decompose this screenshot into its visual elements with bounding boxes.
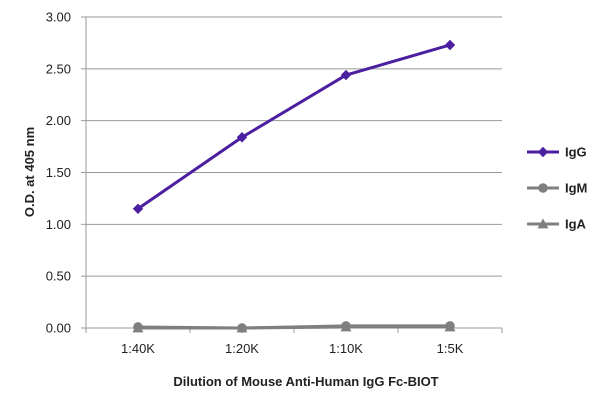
data-point-igm bbox=[237, 323, 247, 333]
gridlines bbox=[86, 16, 502, 277]
y-tick-label: 0.00 bbox=[46, 321, 71, 336]
series-line-igm bbox=[137, 324, 450, 330]
x-tick-label: 1:10K bbox=[329, 341, 363, 356]
x-tick-label: 1:40K bbox=[121, 341, 155, 356]
data-point-igm bbox=[341, 321, 351, 331]
x-axis-title: Dilution of Mouse Anti-Human IgG Fc-BIOT bbox=[173, 374, 438, 389]
series-layer bbox=[132, 39, 456, 333]
series-igm bbox=[133, 321, 455, 333]
x-tick-label: 1:5K bbox=[437, 341, 464, 356]
legend-marker bbox=[538, 183, 548, 193]
x-tick-label: 1:20K bbox=[225, 341, 259, 356]
legend-item-iga: IgA bbox=[527, 217, 587, 232]
y-tick-label: 1.50 bbox=[46, 165, 71, 180]
legend-item-igm: IgM bbox=[527, 181, 587, 196]
legend-label: IgA bbox=[565, 217, 587, 232]
legend-item-igg: IgG bbox=[527, 145, 587, 160]
axes bbox=[81, 16, 503, 333]
tick-labels: 0.00 0.50 1.00 1.50 2.00 2.50 3.00 1:40K 1:20K 1:… bbox=[46, 10, 464, 357]
series-line-igg bbox=[137, 43, 451, 211]
series-igg bbox=[132, 39, 456, 214]
legend: IgG IgM IgA bbox=[527, 145, 587, 232]
y-tick-label: 3.00 bbox=[46, 10, 71, 25]
legend-marker bbox=[537, 218, 549, 229]
data-point-igg bbox=[444, 39, 456, 51]
data-point-igm bbox=[445, 321, 455, 331]
legend-label: IgG bbox=[565, 145, 587, 160]
data-point-igm bbox=[133, 322, 143, 332]
legend-label: IgM bbox=[565, 181, 587, 196]
y-tick-label: 1.00 bbox=[46, 217, 71, 232]
y-tick-label: 2.50 bbox=[46, 61, 71, 76]
data-point-igg bbox=[340, 69, 352, 81]
y-tick-label: 0.50 bbox=[46, 269, 71, 284]
data-point-igg bbox=[132, 203, 144, 214]
y-tick-label: 2.00 bbox=[46, 113, 71, 128]
legend-marker bbox=[537, 146, 549, 158]
y-axis-title: O.D. at 405 nm bbox=[22, 127, 37, 217]
data-point-igg bbox=[236, 132, 248, 143]
